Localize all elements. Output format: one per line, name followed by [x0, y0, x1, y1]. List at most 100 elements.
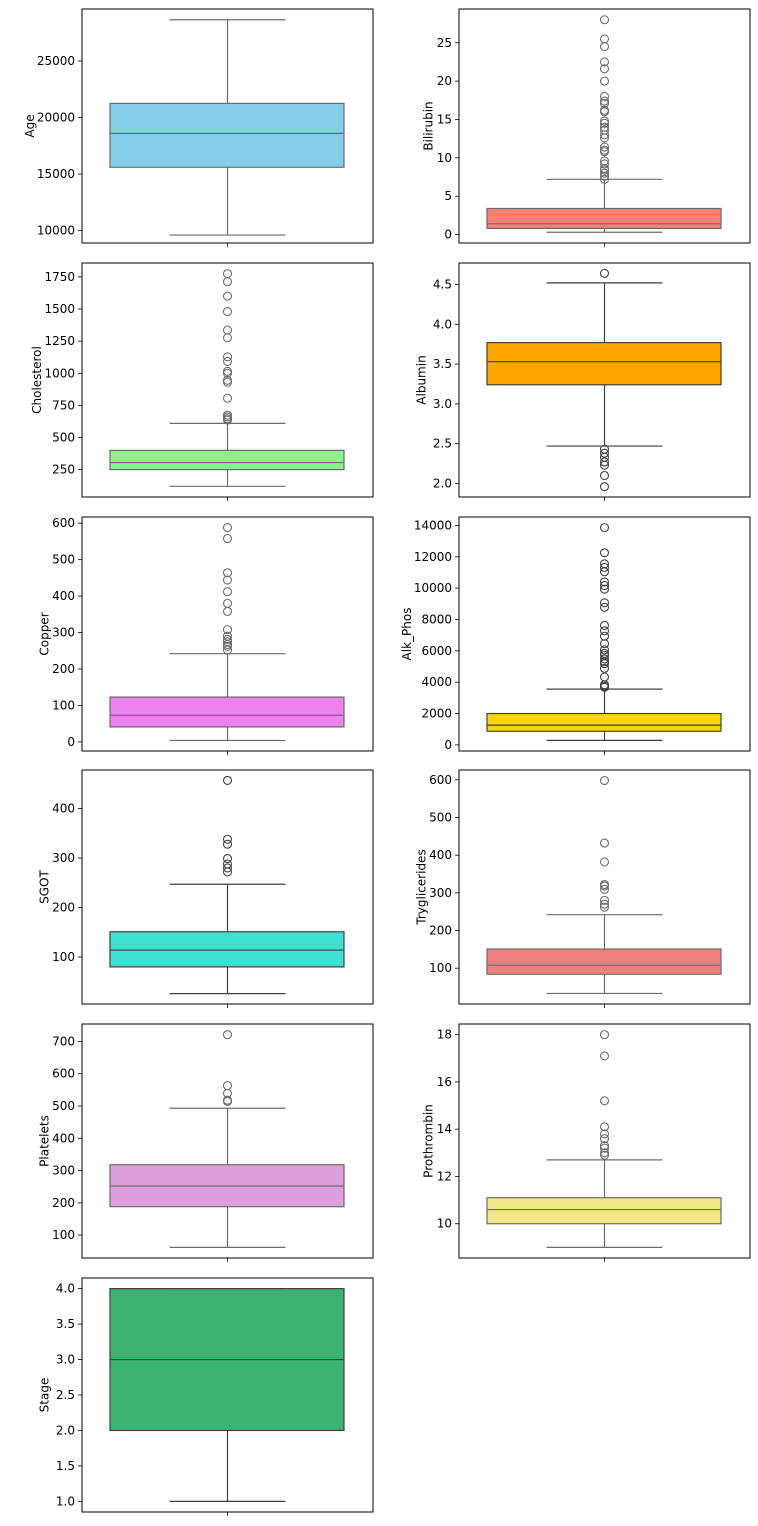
y-tick-label: 12000 — [414, 550, 452, 564]
y-tick-label: 12 — [437, 1169, 452, 1183]
outlier-point — [599, 895, 610, 905]
iqr-box — [486, 712, 722, 732]
subplot-tryglicerides: 100 200 300 400 500 600 Tryglicerides — [414, 769, 751, 1008]
y-tick-label: 25000 — [37, 54, 75, 68]
y-tick-label: 14 — [437, 1122, 452, 1136]
y-tick-label: 500 — [52, 431, 75, 445]
outlier-point — [599, 448, 610, 458]
outlier-point — [599, 165, 610, 175]
outlier-point — [599, 857, 610, 867]
iqr-box — [486, 1197, 722, 1225]
outlier-point — [222, 606, 233, 616]
y-tick-label: 10 — [437, 1217, 452, 1231]
outlier-point — [599, 659, 610, 669]
outlier-point — [599, 268, 610, 278]
outlier-point — [599, 620, 610, 630]
outlier-point — [222, 625, 233, 635]
outlier-point — [599, 15, 610, 25]
outlier-point — [599, 602, 610, 612]
y-tick-label: 4.0 — [56, 1282, 75, 1296]
outlier-point — [599, 457, 610, 467]
y-tick-label: 3.0 — [56, 1353, 75, 1367]
subplot-cholesterol: 250 500 750 1000 1250 1500 1750 Cholesterol — [30, 262, 374, 501]
outlier-point — [599, 639, 610, 649]
outlier-point — [599, 548, 610, 558]
y-tick-label: 200 — [52, 662, 75, 676]
y-tick-label: 2.0 — [56, 1423, 75, 1437]
outlier-point — [599, 118, 610, 128]
y-tick-label: 1500 — [44, 302, 75, 316]
outlier-point — [599, 663, 610, 673]
outlier-point — [222, 368, 233, 378]
y-axis-label: Prothrombin — [422, 1104, 436, 1178]
y-axis-label: Cholesterol — [30, 346, 44, 414]
outlier-point — [599, 482, 610, 492]
y-tick-label: 0 — [444, 738, 452, 752]
outlier-point — [222, 291, 233, 301]
outlier-point — [599, 64, 610, 74]
outlier-point — [222, 533, 233, 544]
outlier-point — [222, 352, 233, 362]
axes-frame — [458, 1023, 751, 1259]
outlier-point — [222, 634, 233, 645]
y-tick-label: 400 — [429, 848, 452, 862]
outlier-point — [599, 34, 610, 44]
outlier-point — [599, 645, 610, 655]
outlier-point — [222, 1030, 233, 1040]
y-tick-label: 300 — [52, 1164, 75, 1178]
outlier-point — [599, 581, 610, 591]
outlier-point — [222, 598, 233, 608]
y-tick-label: 25 — [437, 36, 452, 50]
outlier-point — [599, 626, 610, 636]
outlier-point — [222, 568, 233, 578]
outlier-point — [222, 377, 233, 387]
y-axis-label: Copper — [37, 612, 51, 655]
y-tick-label: 10 — [437, 151, 452, 165]
outlier-point — [222, 775, 233, 785]
outlier-point — [599, 881, 610, 891]
y-tick-label: 16 — [437, 1075, 452, 1089]
outlier-point — [599, 147, 610, 157]
y-tick-label: 200 — [52, 1196, 75, 1210]
outlier-point — [599, 470, 610, 481]
iqr-box — [109, 931, 345, 968]
y-tick-label: 4.5 — [433, 277, 452, 291]
outlier-point — [599, 838, 610, 848]
subplot-prothrombin: 10 12 14 16 18 Prothrombin — [422, 1023, 751, 1262]
outlier-point — [222, 645, 233, 655]
subplot-age: 10000 15000 20000 25000 Age — [23, 8, 374, 247]
iqr-box — [486, 948, 722, 975]
outlier-point — [599, 902, 610, 912]
outlier-point — [599, 159, 610, 169]
axes-frame — [458, 262, 751, 498]
outlier-point — [599, 1143, 610, 1153]
outlier-point — [222, 333, 233, 343]
y-tick-label: 15 — [437, 112, 452, 126]
outlier-point — [599, 96, 610, 106]
outlier-point — [222, 854, 233, 864]
y-tick-label: 2.0 — [433, 476, 452, 490]
outlier-point — [599, 1122, 610, 1132]
axes-frame — [458, 8, 751, 244]
y-tick-label: 2.5 — [433, 437, 452, 451]
axes-frame — [81, 1023, 374, 1259]
y-tick-label: 0 — [67, 735, 75, 749]
y-tick-label: 500 — [429, 810, 452, 824]
outlier-point — [599, 523, 610, 533]
outlier-point — [599, 1096, 610, 1106]
outlier-point — [599, 1141, 610, 1151]
outlier-point — [222, 641, 233, 651]
y-tick-label: 4000 — [421, 675, 452, 689]
outlier-point — [222, 575, 233, 585]
outlier-point — [599, 1051, 610, 1061]
axes-frame — [458, 516, 751, 752]
outlier-point — [599, 584, 610, 594]
y-tick-label: 10000 — [414, 581, 452, 595]
y-tick-label: 4.0 — [433, 317, 452, 331]
y-tick-label: 300 — [52, 851, 75, 865]
outlier-point — [222, 839, 233, 849]
outlier-point — [599, 672, 610, 682]
outlier-point — [599, 884, 610, 894]
y-tick-label: 100 — [429, 961, 452, 975]
